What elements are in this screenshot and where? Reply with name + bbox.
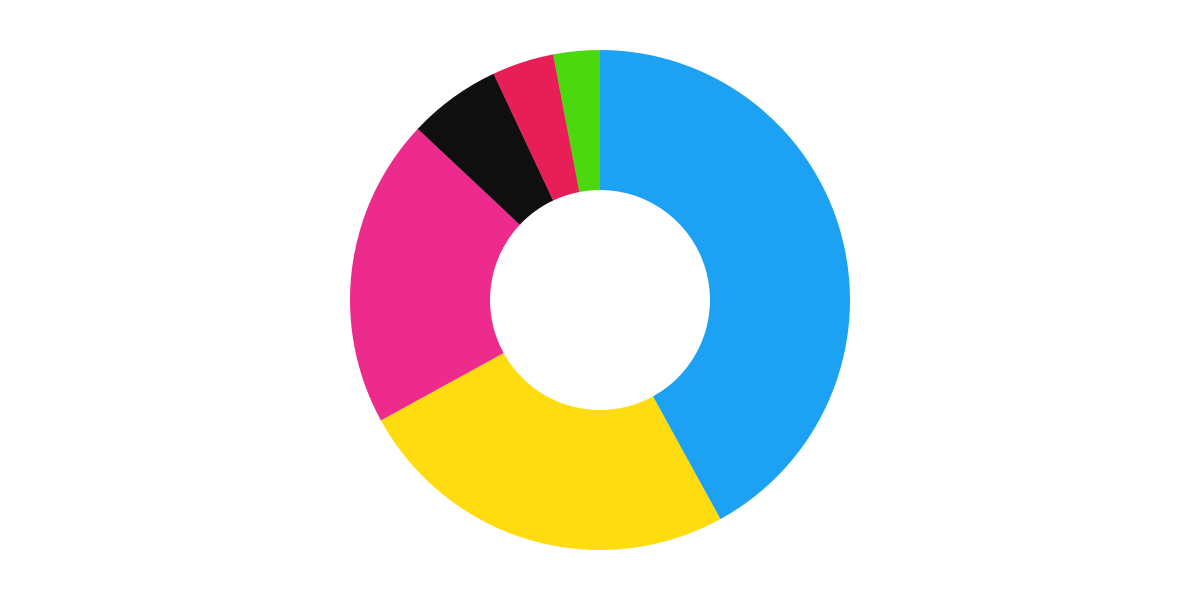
donut-chart — [0, 0, 1200, 600]
chart-container — [0, 0, 1200, 600]
